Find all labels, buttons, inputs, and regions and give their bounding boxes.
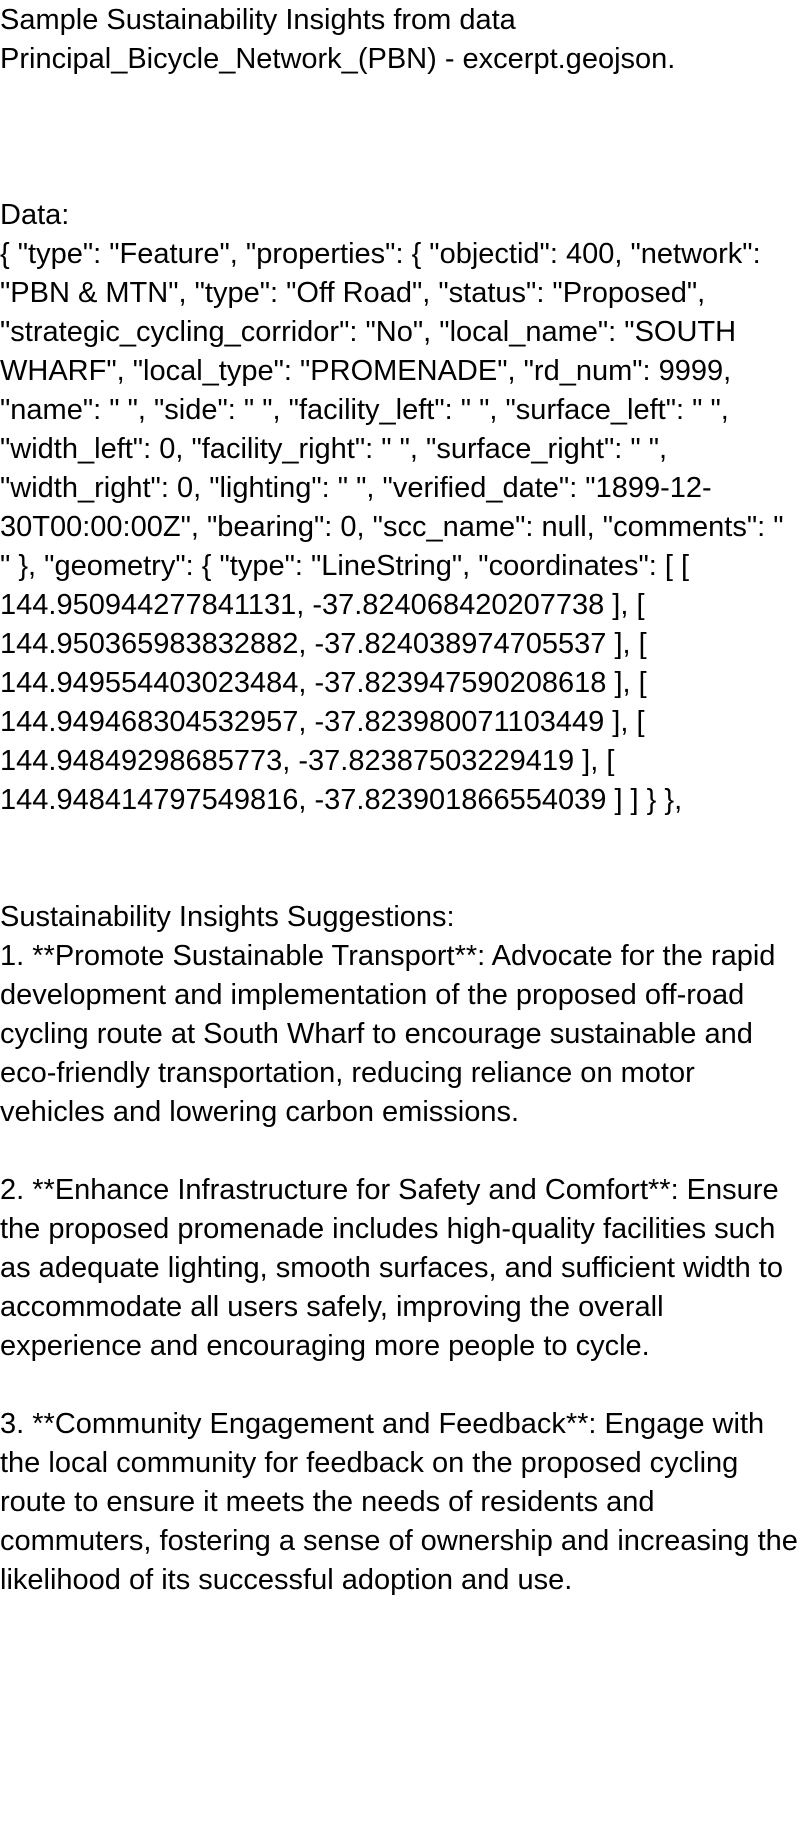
insights-section: Sustainability Insights Suggestions: 1. … bbox=[0, 898, 800, 1600]
suggestion-item: 1. **Promote Sustainable Transport**: Ad… bbox=[0, 940, 784, 1128]
data-body: { "type": "Feature", "properties": { "ob… bbox=[0, 238, 792, 816]
data-section: Data: { "type": "Feature", "properties":… bbox=[0, 196, 800, 820]
suggestion-item: 2. **Enhance Infrastructure for Safety a… bbox=[0, 1174, 792, 1362]
suggestion-item: 3. **Community Engagement and Feedback**… bbox=[0, 1408, 798, 1596]
document-title: Sample Sustainability Insights from data… bbox=[0, 4, 676, 75]
data-label: Data: bbox=[0, 199, 70, 231]
insights-label: Sustainability Insights Suggestions: bbox=[0, 901, 455, 933]
